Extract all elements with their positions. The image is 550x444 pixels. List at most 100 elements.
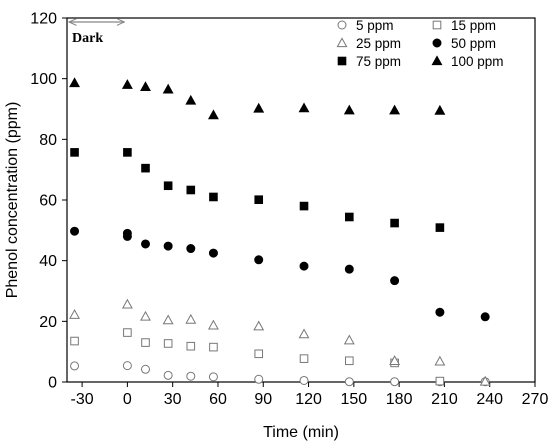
data-point xyxy=(70,148,79,157)
legend-label: 50 ppm xyxy=(451,36,496,51)
legend-item: 50 ppm xyxy=(432,36,496,51)
data-point xyxy=(69,77,80,88)
data-point xyxy=(299,354,309,363)
data-point xyxy=(123,148,132,157)
x-tick-label: 90 xyxy=(254,391,272,408)
x-tick-label: 30 xyxy=(164,391,182,408)
series-75-ppm xyxy=(70,148,445,232)
legend-label: 75 ppm xyxy=(356,54,401,69)
data-point xyxy=(253,320,265,331)
data-point xyxy=(70,226,80,236)
legend-marker xyxy=(432,20,442,30)
y-tick-label: 60 xyxy=(39,193,57,210)
data-point xyxy=(208,248,218,258)
series-25-ppm xyxy=(69,298,491,386)
x-tick-label: 0 xyxy=(123,391,132,408)
data-point xyxy=(390,377,400,387)
y-tick-label: 80 xyxy=(39,132,57,149)
data-point xyxy=(186,185,196,195)
x-tick-label: -30 xyxy=(71,391,94,408)
legend: 5 ppm 15 ppm 25 ppm 50 ppm 75 ppm 100 ppm xyxy=(336,18,504,69)
data-point xyxy=(140,310,151,321)
y-tick-label: 40 xyxy=(39,253,57,270)
data-point xyxy=(345,212,354,222)
data-point xyxy=(122,228,132,238)
y-tick-label: 120 xyxy=(30,11,57,28)
legend-item: 15 ppm xyxy=(432,18,496,33)
legend-label: 100 ppm xyxy=(451,54,504,69)
data-point xyxy=(254,374,264,384)
data-point xyxy=(254,255,264,265)
data-point xyxy=(299,201,309,211)
data-point xyxy=(479,375,491,386)
data-point xyxy=(344,377,354,387)
data-point xyxy=(343,104,355,115)
data-point xyxy=(209,342,218,352)
legend-item: 5 ppm xyxy=(337,18,394,33)
legend-marker xyxy=(337,56,347,66)
data-point xyxy=(298,102,310,113)
data-point xyxy=(70,336,79,346)
data-point xyxy=(207,319,219,330)
y-tick-label: 100 xyxy=(30,71,57,88)
data-point xyxy=(141,163,150,173)
data-point xyxy=(389,355,401,365)
data-point xyxy=(141,239,151,249)
data-point xyxy=(299,375,309,385)
data-point xyxy=(209,192,218,202)
data-point xyxy=(435,223,445,232)
data-point xyxy=(434,104,446,115)
x-axis-title: Time (min) xyxy=(263,424,339,441)
data-point xyxy=(69,309,80,319)
data-point xyxy=(480,312,490,322)
data-point xyxy=(390,218,399,228)
legend-label: 15 ppm xyxy=(451,18,496,33)
data-point xyxy=(185,94,197,105)
x-tick-label: 60 xyxy=(209,391,227,408)
data-point xyxy=(254,349,264,359)
legend-marker xyxy=(336,37,348,48)
x-tick-label: 150 xyxy=(340,391,367,408)
legend-marker xyxy=(432,38,442,48)
data-point xyxy=(390,276,400,286)
data-point xyxy=(186,371,196,381)
legend-marker xyxy=(337,20,347,30)
data-point xyxy=(163,241,173,251)
x-tick-label: 270 xyxy=(522,391,549,408)
x-tick-label: 210 xyxy=(431,391,458,408)
series-100-ppm xyxy=(69,77,446,120)
data-point xyxy=(122,361,132,371)
data-point xyxy=(435,307,445,317)
x-tick-label: 180 xyxy=(386,391,413,408)
legend-label: 5 ppm xyxy=(356,18,394,33)
data-point xyxy=(140,81,151,92)
data-point xyxy=(253,102,265,113)
plot-frame xyxy=(66,17,536,383)
y-axis-title: Phenol concentration (ppm) xyxy=(4,102,21,299)
legend-marker xyxy=(431,55,443,66)
legend-item: 25 ppm xyxy=(336,36,401,51)
data-point xyxy=(254,195,264,204)
x-tick-label: 240 xyxy=(476,391,503,408)
data-point xyxy=(345,356,354,366)
data-point xyxy=(208,372,218,382)
data-point xyxy=(299,261,309,271)
data-point xyxy=(343,334,355,345)
y-tick-label: 20 xyxy=(39,314,57,331)
data-point xyxy=(123,328,132,337)
legend-item: 100 ppm xyxy=(431,54,504,69)
data-point xyxy=(141,364,151,374)
data-point xyxy=(207,109,219,120)
series-50-ppm xyxy=(70,226,490,322)
data-point xyxy=(141,338,150,347)
data-point xyxy=(344,264,354,274)
data-point xyxy=(186,341,196,351)
data-point xyxy=(186,244,196,254)
data-point xyxy=(162,314,174,325)
data-point xyxy=(121,79,133,89)
y-tick-label: 0 xyxy=(48,375,57,392)
legend-item: 75 ppm xyxy=(337,54,401,69)
data-point xyxy=(70,361,80,371)
legend-label: 25 ppm xyxy=(356,36,401,51)
